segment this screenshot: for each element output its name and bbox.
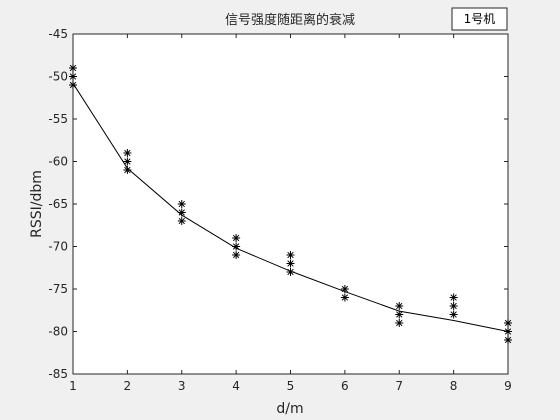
x-tick-label: 5 <box>287 379 295 393</box>
x-tick-label: 1 <box>69 379 77 393</box>
data-point <box>177 208 186 217</box>
x-tick-label: 8 <box>450 379 458 393</box>
x-axis-label: d/m <box>276 401 303 417</box>
y-tick-label: -80 <box>48 325 68 339</box>
y-tick-label: -65 <box>48 197 68 211</box>
axis-ticks <box>72 33 509 375</box>
y-tick-label: -55 <box>48 112 68 126</box>
y-tick-label: -50 <box>48 70 68 84</box>
data-point <box>340 293 349 302</box>
data-point <box>286 259 295 268</box>
x-tick-label: 6 <box>341 379 349 393</box>
data-point <box>340 285 349 293</box>
data-point <box>177 200 186 208</box>
y-tick-label: -60 <box>48 155 68 169</box>
chart-title: 信号强度随距离的衰减 <box>225 12 355 28</box>
y-axis-label: RSSI/dbm <box>29 170 45 238</box>
data-point <box>449 302 458 310</box>
data-point <box>504 319 512 327</box>
data-point <box>286 268 295 276</box>
data-point <box>395 310 404 319</box>
y-tick-label: -75 <box>48 282 68 296</box>
data-point <box>395 319 404 327</box>
legend-box <box>451 7 508 31</box>
data-point <box>123 157 132 166</box>
y-tick-label: -70 <box>48 240 68 254</box>
data-point <box>286 251 295 259</box>
x-tick-label: 4 <box>232 379 240 393</box>
x-tick-label: 7 <box>395 379 403 393</box>
data-point <box>449 310 458 319</box>
series-markers <box>69 64 512 344</box>
x-tick-label: 9 <box>504 379 512 393</box>
data-point <box>395 302 404 310</box>
legend-entry-label: 1号机 <box>464 12 496 26</box>
x-tick-label: 3 <box>178 379 186 393</box>
data-point <box>504 327 512 336</box>
data-point <box>232 251 241 259</box>
y-tick-label: -85 <box>48 367 68 381</box>
data-point <box>449 293 458 302</box>
y-tick-label: -45 <box>48 27 68 41</box>
data-point <box>123 166 132 174</box>
data-point <box>232 242 241 251</box>
x-tick-label: 2 <box>124 379 132 393</box>
plot-area <box>72 33 509 375</box>
data-point <box>504 336 512 344</box>
data-point <box>69 81 77 89</box>
data-point <box>232 234 241 242</box>
data-point <box>123 149 132 157</box>
legend: 1号机 <box>451 7 508 31</box>
data-point <box>177 217 186 225</box>
x-tick-labels: 1 2 3 4 5 6 7 8 9 <box>69 379 512 393</box>
data-point <box>69 64 77 72</box>
y-tick-labels: -45 -50 -55 -60 -65 -70 -75 -80 -85 <box>48 27 68 381</box>
data-point <box>69 72 77 81</box>
